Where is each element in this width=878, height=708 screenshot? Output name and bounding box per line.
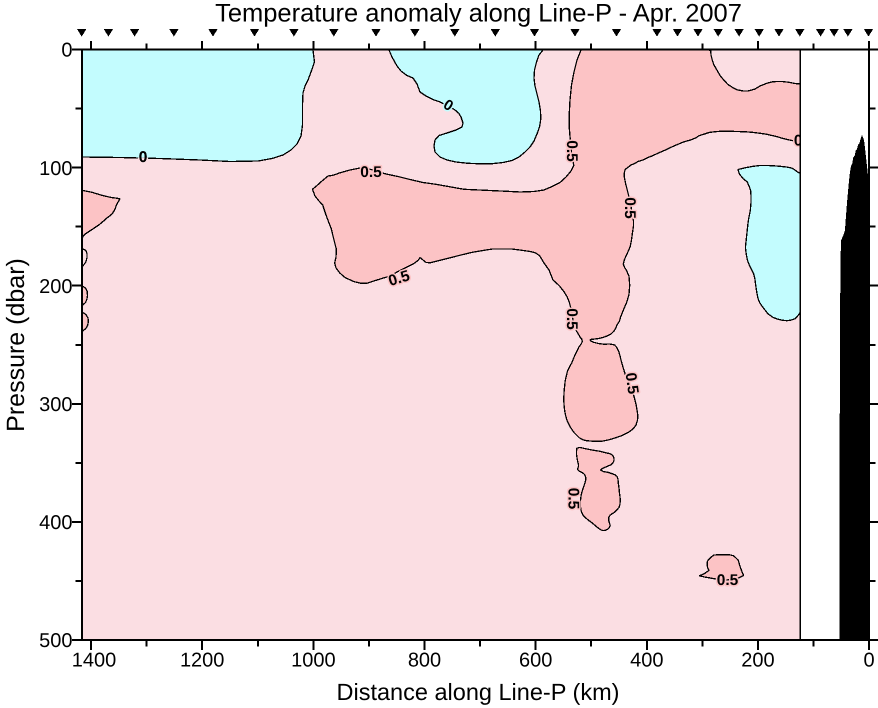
svg-text:400: 400 (39, 512, 72, 534)
svg-text:0.5: 0.5 (717, 572, 739, 589)
svg-text:0.5: 0.5 (565, 488, 582, 510)
svg-text:200: 200 (741, 650, 774, 672)
svg-text:0: 0 (61, 40, 72, 62)
svg-text:500: 500 (39, 630, 72, 652)
svg-text:1400: 1400 (72, 650, 117, 672)
svg-text:0: 0 (139, 149, 148, 166)
svg-text:300: 300 (39, 394, 72, 416)
svg-text:0: 0 (864, 650, 875, 672)
svg-text:100: 100 (39, 158, 72, 180)
svg-text:Pressure (dbar): Pressure (dbar) (2, 258, 30, 432)
svg-text:600: 600 (519, 650, 552, 672)
svg-text:0: 0 (139, 149, 148, 166)
svg-text:Distance along Line-P (km): Distance along Line-P (km) (337, 679, 620, 705)
svg-text:Temperature anomaly along Line: Temperature anomaly along Line-P - Apr. … (215, 0, 742, 27)
svg-text:0: 0 (794, 133, 803, 150)
svg-text:0.5: 0.5 (621, 197, 638, 219)
svg-text:0: 0 (139, 149, 148, 166)
svg-text:800: 800 (408, 650, 441, 672)
svg-text:0.5: 0.5 (563, 140, 580, 162)
svg-text:0.5: 0.5 (360, 164, 382, 181)
svg-text:1200: 1200 (180, 650, 225, 672)
svg-text:0.5: 0.5 (622, 372, 642, 396)
svg-text:1000: 1000 (291, 650, 336, 672)
svg-text:200: 200 (39, 276, 72, 298)
svg-text:0.5: 0.5 (563, 308, 580, 330)
svg-text:400: 400 (630, 650, 663, 672)
